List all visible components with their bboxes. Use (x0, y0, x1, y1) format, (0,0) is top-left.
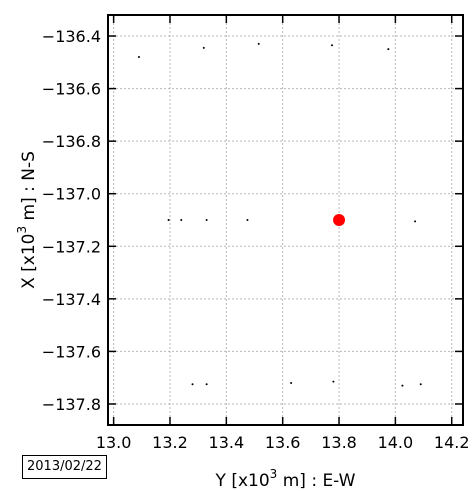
data-point (419, 383, 422, 386)
tick-labels: 13.0 13.2 13.4 13.6 13.8 14.0 14.2 −136.4 −136.6… (42, 27, 470, 452)
data-point (401, 384, 404, 387)
x-axis-title: Y [x103 m] : E-W (215, 467, 356, 491)
y-tick-label: −136.4 (42, 27, 101, 46)
plot-frame (107, 14, 464, 426)
x-tick-label: 13.2 (152, 433, 188, 452)
data-point (191, 383, 194, 386)
data-point (387, 48, 390, 51)
data-point (257, 42, 260, 45)
data-point (332, 380, 335, 383)
y-axis-title: X [x103 m] : N-S (15, 151, 39, 289)
data-point (330, 44, 333, 47)
data-point (202, 46, 205, 49)
data-points (137, 42, 422, 387)
data-point (137, 56, 140, 59)
x-tick-label: 13.8 (321, 433, 357, 452)
data-point (290, 381, 293, 384)
data-point (414, 220, 417, 223)
data-point (246, 219, 249, 221)
data-point (205, 219, 208, 221)
y-tick-label: −137.4 (42, 290, 101, 309)
axis-ticks (108, 15, 463, 425)
y-tick-label: −136.8 (42, 132, 101, 151)
data-point (180, 219, 183, 221)
data-point (167, 219, 170, 221)
y-tick-label: −136.6 (42, 80, 101, 99)
x-tick-label: 14.2 (434, 433, 470, 452)
x-tick-label: 13.6 (265, 433, 301, 452)
x-tick-label: 13.0 (96, 433, 132, 452)
y-tick-label: −137.0 (42, 185, 101, 204)
grid-lines (108, 15, 463, 425)
y-tick-label: −137.6 (42, 342, 101, 361)
data-point (205, 383, 208, 386)
date-label: 2013/02/22 (22, 455, 107, 479)
x-tick-label: 13.4 (209, 433, 245, 452)
y-tick-label: −137.2 (42, 237, 101, 256)
y-tick-label: −137.8 (42, 395, 101, 414)
x-tick-label: 14.0 (378, 433, 414, 452)
highlight-point (333, 214, 346, 226)
